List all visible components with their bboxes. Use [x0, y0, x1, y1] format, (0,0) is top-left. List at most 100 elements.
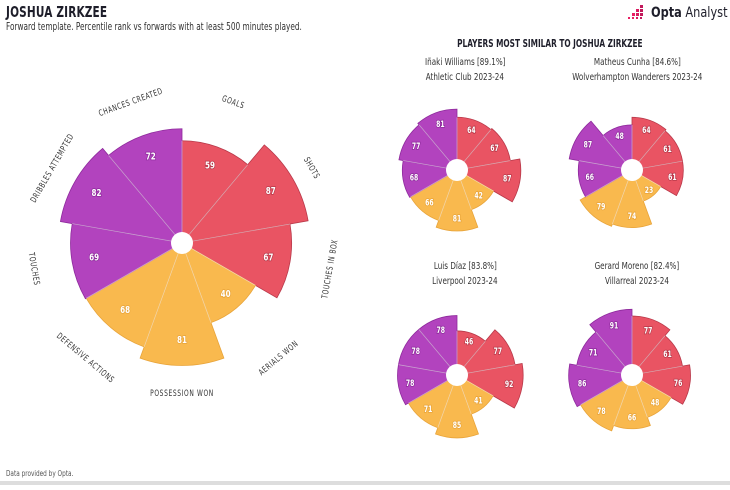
slice-separator — [181, 223, 291, 244]
value-label: 61 — [663, 350, 672, 360]
slice-separator — [72, 223, 183, 244]
slice-goals — [631, 116, 667, 172]
slice-touches-in-box — [180, 223, 293, 299]
slice-chances-created — [418, 315, 458, 377]
value-label: 23 — [645, 185, 654, 195]
similar-player-team: Liverpool 2023-24 — [432, 276, 498, 287]
value-label: 48 — [615, 131, 624, 141]
value-label: 42 — [474, 191, 483, 201]
value-label: 87 — [266, 186, 276, 197]
slice-dribbles-attempted — [59, 147, 184, 244]
value-label: 78 — [597, 406, 606, 416]
value-label: 77 — [412, 141, 421, 151]
slice-shots — [180, 144, 309, 244]
similar-polar-chart: 46 77 92 41 85 71 78 78 78 — [397, 315, 524, 439]
value-label: 66 — [425, 198, 434, 208]
slice-goals — [181, 140, 249, 245]
slice-separator — [181, 242, 212, 323]
value-label: 77 — [644, 326, 653, 336]
value-label: 64 — [642, 125, 651, 135]
category-label: AERIALS WON — [257, 338, 301, 377]
value-label: 61 — [668, 172, 677, 182]
similar-player-name: Luis Díaz [83.8%] — [433, 261, 497, 272]
similar-player-team: Athletic Club 2023-24 — [425, 72, 505, 83]
slice-chances-created — [417, 108, 458, 172]
similar-players-heading: PLAYERS MOST SIMILAR TO JOSHUA ZIRKZEE — [457, 38, 643, 50]
value-label: 66 — [628, 413, 637, 423]
bottom-border — [0, 481, 730, 485]
similar-player-name: Matheus Cunha [84.6%] — [593, 57, 681, 68]
slice-possession-won — [435, 168, 479, 232]
data-source-note: Data provided by Opta. — [6, 469, 74, 478]
value-label: 72 — [146, 152, 156, 163]
logo-text: Opta Analyst — [651, 5, 728, 21]
slice-separator — [108, 155, 183, 244]
category-label: GOALS — [221, 93, 247, 110]
slice-separator — [181, 164, 249, 244]
slice-touches — [568, 363, 634, 408]
slice-defensive-actions — [579, 169, 633, 227]
slice-chances-created — [589, 308, 633, 377]
value-label: 67 — [263, 253, 273, 264]
value-label: 78 — [436, 325, 445, 335]
value-label: 46 — [465, 337, 474, 347]
slice-separator — [143, 242, 183, 348]
main-polar-chart: 59 87 67 40 81 68 69 82 72 GOALS SHOTS TOUCHES IN B… — [26, 86, 340, 398]
category-label: TOUCHES — [26, 251, 42, 286]
slice-touches-in-box — [630, 364, 691, 405]
value-label: 71 — [589, 348, 598, 358]
similar-polar-chart: 64 61 61 23 74 79 66 87 48 — [568, 116, 684, 228]
category-label: TOUCHES IN BOX — [319, 239, 339, 301]
value-label: 76 — [674, 378, 683, 388]
slice-dribbles-attempted — [568, 120, 634, 171]
slice-touches-in-box — [455, 158, 522, 203]
page-title: JOSHUA ZIRKZEE — [6, 3, 108, 21]
slice-separator — [181, 242, 256, 286]
value-label: 40 — [221, 289, 231, 300]
center-hole — [171, 232, 193, 254]
similar-player-name: Iñaki Williams [89.1%] — [424, 57, 506, 68]
center-hole — [621, 364, 643, 386]
opta-dots-icon — [628, 5, 643, 19]
page-subtitle: Forward template. Percentile rank vs for… — [6, 21, 302, 33]
center-hole — [621, 159, 643, 181]
similar-player-team: Wolverhampton Wanderers 2023-24 — [571, 72, 703, 83]
value-label: 59 — [205, 161, 215, 172]
value-label: 86 — [578, 379, 587, 389]
category-label: CHANCES CREATED — [97, 86, 164, 119]
value-label: 82 — [91, 188, 101, 199]
value-label: 67 — [490, 143, 499, 153]
slice-possession-won — [139, 241, 225, 366]
similar-polar-chart: 77 61 76 48 66 78 86 71 91 — [568, 308, 691, 432]
value-label: 66 — [585, 172, 594, 182]
slice-touches — [70, 223, 184, 300]
value-label: 64 — [467, 125, 476, 135]
slice-touches-in-box — [630, 160, 684, 197]
slice-possession-won — [435, 373, 479, 439]
value-label: 87 — [503, 174, 512, 184]
value-label: 81 — [436, 119, 445, 129]
value-label: 61 — [663, 145, 672, 155]
value-label: 85 — [453, 420, 462, 430]
value-label: 69 — [89, 253, 99, 264]
value-label: 79 — [597, 202, 606, 212]
value-label: 77 — [494, 346, 503, 356]
value-label: 81 — [177, 335, 187, 346]
value-label: 92 — [505, 379, 514, 389]
opta-analyst-logo: Opta Analyst — [627, 5, 730, 21]
value-label: 78 — [406, 378, 415, 388]
slice-chances-created — [108, 128, 183, 245]
value-label: 78 — [412, 346, 421, 356]
category-label: SHOTS — [302, 155, 322, 180]
center-hole — [446, 159, 468, 181]
value-label: 74 — [628, 211, 637, 221]
category-label: DEFENSIVE ACTIONS — [55, 331, 117, 385]
value-label: 91 — [610, 321, 619, 331]
value-label: 41 — [474, 396, 483, 406]
center-hole — [446, 364, 468, 386]
value-label: 81 — [453, 214, 462, 224]
similar-polar-chart: 64 67 87 42 81 66 68 77 81 — [398, 108, 522, 232]
similar-player-name: Gerard Moreno [82.4%] — [594, 261, 680, 272]
slice-defensive-actions — [85, 242, 183, 348]
category-label: POSSESSION WON — [150, 388, 214, 398]
